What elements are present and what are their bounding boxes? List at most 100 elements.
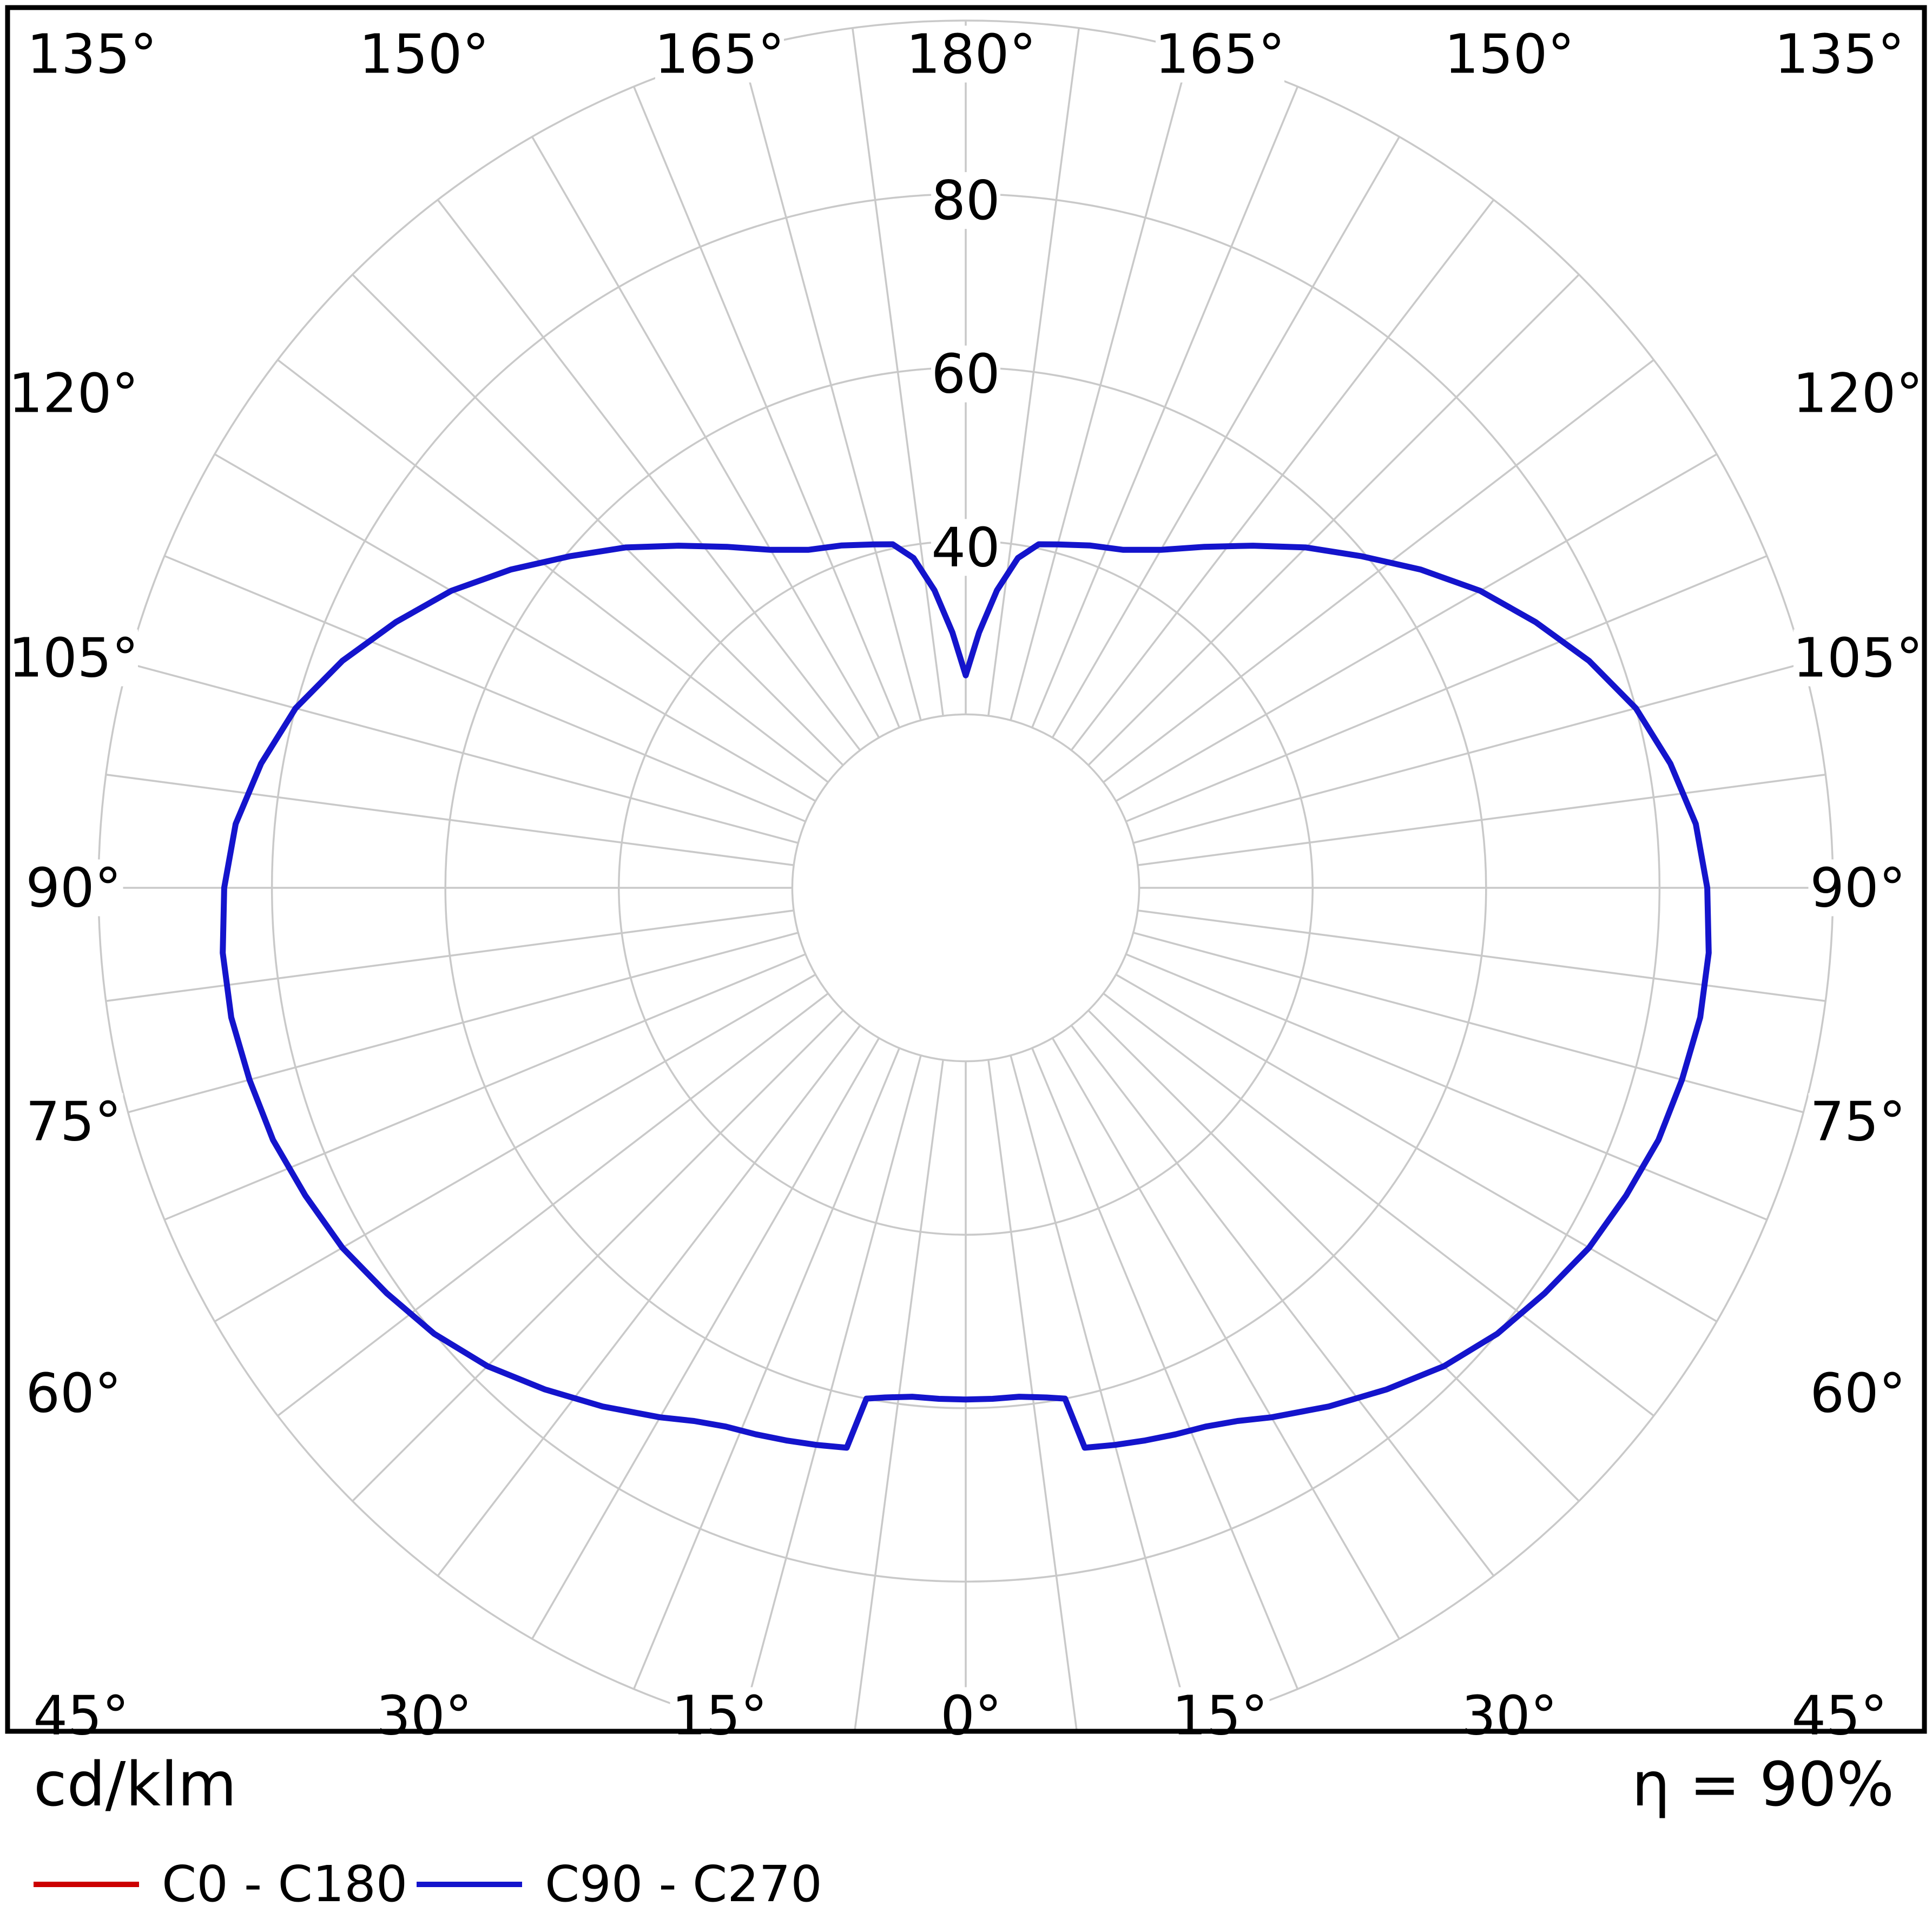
- label-mask: [9, 629, 138, 687]
- axis-label: 40: [931, 516, 1000, 579]
- label-mask: [360, 25, 489, 83]
- radial-gridline: [531, 136, 880, 738]
- label-mask: [931, 172, 1000, 229]
- radial-gridline: [987, 28, 1080, 716]
- radial-gridline: [1103, 992, 1654, 1417]
- curves: [220, 541, 1712, 1451]
- label-mask: [31, 1687, 131, 1744]
- radial-gridline: [1137, 909, 1826, 1002]
- radial-gridline: [1103, 359, 1654, 783]
- axis-label: 135°: [27, 23, 157, 86]
- radial-gridline: [632, 1047, 900, 1690]
- radial-gridline: [1070, 199, 1495, 751]
- radial-gridline: [164, 953, 806, 1221]
- axis-label: 30°: [376, 1684, 472, 1748]
- axis-label: 90°: [1810, 856, 1905, 920]
- unit-label: cd/klm: [34, 1750, 237, 1820]
- radial-gridline: [352, 1010, 844, 1502]
- label-mask: [1170, 1687, 1270, 1744]
- radial-gridline: [437, 199, 861, 751]
- polar-grid: [97, 19, 1834, 1731]
- label-mask: [1775, 25, 1904, 83]
- label-mask: [1460, 1687, 1559, 1744]
- radial-gridline: [852, 28, 944, 716]
- legend-item-c0-c180: C0 - C180: [34, 1855, 407, 1914]
- axis-label: 90°: [25, 856, 121, 920]
- radial-gridline: [277, 992, 829, 1417]
- radial-gridline: [531, 1037, 880, 1640]
- axis-label: 105°: [9, 627, 139, 690]
- legend-item-c90-c270: C90 - C270: [417, 1855, 822, 1914]
- label-mask: [655, 25, 784, 83]
- label-mask: [1808, 1093, 1908, 1150]
- radial-gridline: [105, 909, 794, 1002]
- label-mask: [907, 25, 1036, 83]
- radial-gridline: [1051, 136, 1401, 738]
- plot-border: [5, 5, 1927, 1734]
- legend-line-red: [34, 1882, 139, 1887]
- curve-C90-C270: [220, 541, 1712, 1451]
- radial-gridline: [128, 932, 799, 1113]
- radial-gridline: [1137, 774, 1826, 866]
- axis-label: 0°: [940, 1684, 1002, 1748]
- label-mask: [1808, 859, 1908, 916]
- axis-label: 165°: [1155, 23, 1285, 86]
- radial-gridline: [1010, 1055, 1191, 1726]
- axis-label: 165°: [655, 23, 785, 86]
- radial-gridline: [632, 86, 900, 728]
- label-mask: [1445, 25, 1574, 83]
- axis-labels: 40 60 80 135° 150° 165° 180° 165° 150° 135° 45° 30°…: [9, 23, 1923, 1748]
- axis-label: 135°: [1775, 23, 1905, 86]
- radial-gridline: [1115, 973, 1718, 1323]
- axis-label: 105°: [1793, 627, 1923, 690]
- label-mask: [1808, 1364, 1908, 1422]
- axis-label: 150°: [1445, 23, 1575, 86]
- axis-label: 120°: [1793, 362, 1923, 425]
- axis-label: 15°: [671, 1684, 767, 1748]
- label-mask: [1793, 365, 1922, 422]
- axis-label: 45°: [1791, 1684, 1887, 1748]
- radial-gridline: [105, 774, 794, 866]
- axis-label: 75°: [1810, 1090, 1905, 1153]
- radial-gridline: [1087, 274, 1580, 766]
- radial-gridline: [987, 1059, 1078, 1731]
- label-mask: [1156, 25, 1284, 83]
- radial-gridline: [1133, 662, 1804, 844]
- radial-gridline: [853, 1059, 944, 1731]
- axis-label: 75°: [25, 1090, 121, 1153]
- axis-label: 30°: [1461, 1684, 1557, 1748]
- axis-label: 120°: [9, 362, 139, 425]
- label-mask: [931, 345, 1000, 403]
- efficiency-label: η = 90%: [1632, 1750, 1894, 1820]
- axis-label: 45°: [33, 1684, 129, 1748]
- label-mask: [9, 365, 138, 422]
- legend-label-c0-c180: C0 - C180: [162, 1855, 408, 1913]
- label-mask: [670, 1687, 769, 1744]
- label-mask: [24, 1093, 123, 1150]
- axis-label: 80: [931, 169, 1000, 232]
- radial-gridline: [1125, 555, 1768, 822]
- axis-label: 60°: [25, 1362, 121, 1425]
- axis-label: 180°: [906, 23, 1037, 86]
- label-mask: [937, 1687, 1006, 1744]
- radial-gridline: [1115, 453, 1718, 802]
- label-mask: [931, 519, 1000, 576]
- label-mask: [28, 25, 156, 83]
- radial-gridline: [1031, 86, 1299, 728]
- radial-gridline: [352, 274, 844, 766]
- radial-gridline: [437, 1025, 861, 1577]
- label-mask: [374, 1687, 474, 1744]
- radial-gridline: [128, 662, 799, 844]
- radial-gridline: [214, 973, 816, 1323]
- radial-gridline: [740, 1055, 922, 1726]
- legend-line-blue: [417, 1882, 522, 1887]
- radial-gridline: [1087, 1010, 1580, 1502]
- axis-label: 60: [931, 342, 1000, 406]
- label-mask: [24, 1364, 123, 1422]
- radial-gridline: [164, 555, 806, 822]
- label-mask: [24, 859, 123, 916]
- radial-gridline: [214, 453, 816, 802]
- label-mask: [1790, 1687, 1889, 1744]
